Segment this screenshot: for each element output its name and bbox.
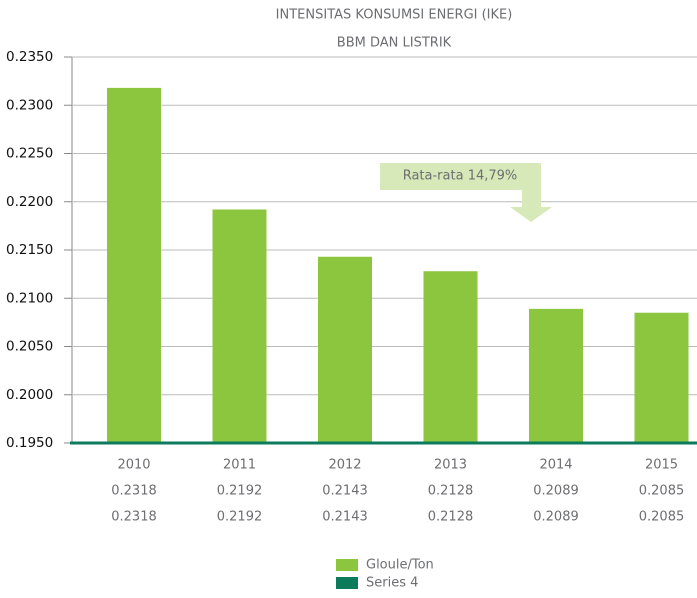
table-cell: 0.2318 [111,510,157,525]
table-cell: 0.2089 [533,510,579,525]
y-tick-label: 0.2350 [6,49,53,65]
x-tick-label: 2015 [645,458,678,473]
chart-subtitle: BBM DAN LISTRIK [337,36,452,51]
y-tick-label: 0.2200 [6,194,53,210]
legend-swatch [336,577,358,589]
y-tick-label: 0.2000 [6,387,53,403]
table-cell: 0.2128 [428,510,474,525]
legend-swatch [336,559,358,571]
x-tick-label: 2013 [434,458,467,473]
callout-arrow [380,163,552,222]
bar [107,87,161,443]
y-tick-label: 0.2100 [6,290,53,306]
table-cell: 0.2085 [639,510,685,525]
annotation: Rata-rata 14,79% [403,169,518,184]
legend-label: Gloule/Ton [366,558,434,573]
bar [529,308,583,443]
legend-label: Series 4 [366,576,418,591]
y-tick-label: 0.2300 [6,97,53,113]
x-tick-label: 2010 [117,458,150,473]
bar [318,256,372,443]
table-cell: 0.2318 [111,484,157,499]
bar [423,271,478,443]
x-tick-label: 2014 [539,458,572,473]
y-tick-label: 0.2150 [6,242,53,258]
table-cell: 0.2143 [322,484,368,499]
y-tick-label: 0.2250 [6,146,53,162]
x-tick-label: 2011 [223,458,256,473]
y-tick-label: 0.1950 [6,435,53,451]
x-tick-label: 2012 [328,458,361,473]
table-cell: 0.2192 [217,484,263,499]
chart-title: INTENSITAS KONSUMSI ENERGI (IKE) [276,8,513,23]
table-cell: 0.2085 [639,484,685,499]
table-cell: 0.2192 [217,510,263,525]
y-tick-label: 0.2050 [6,339,53,355]
table-cell: 0.2128 [428,484,474,499]
bar [634,312,689,443]
table-cell: 0.2089 [533,484,579,499]
table-cell: 0.2143 [322,510,368,525]
bar [212,209,267,443]
